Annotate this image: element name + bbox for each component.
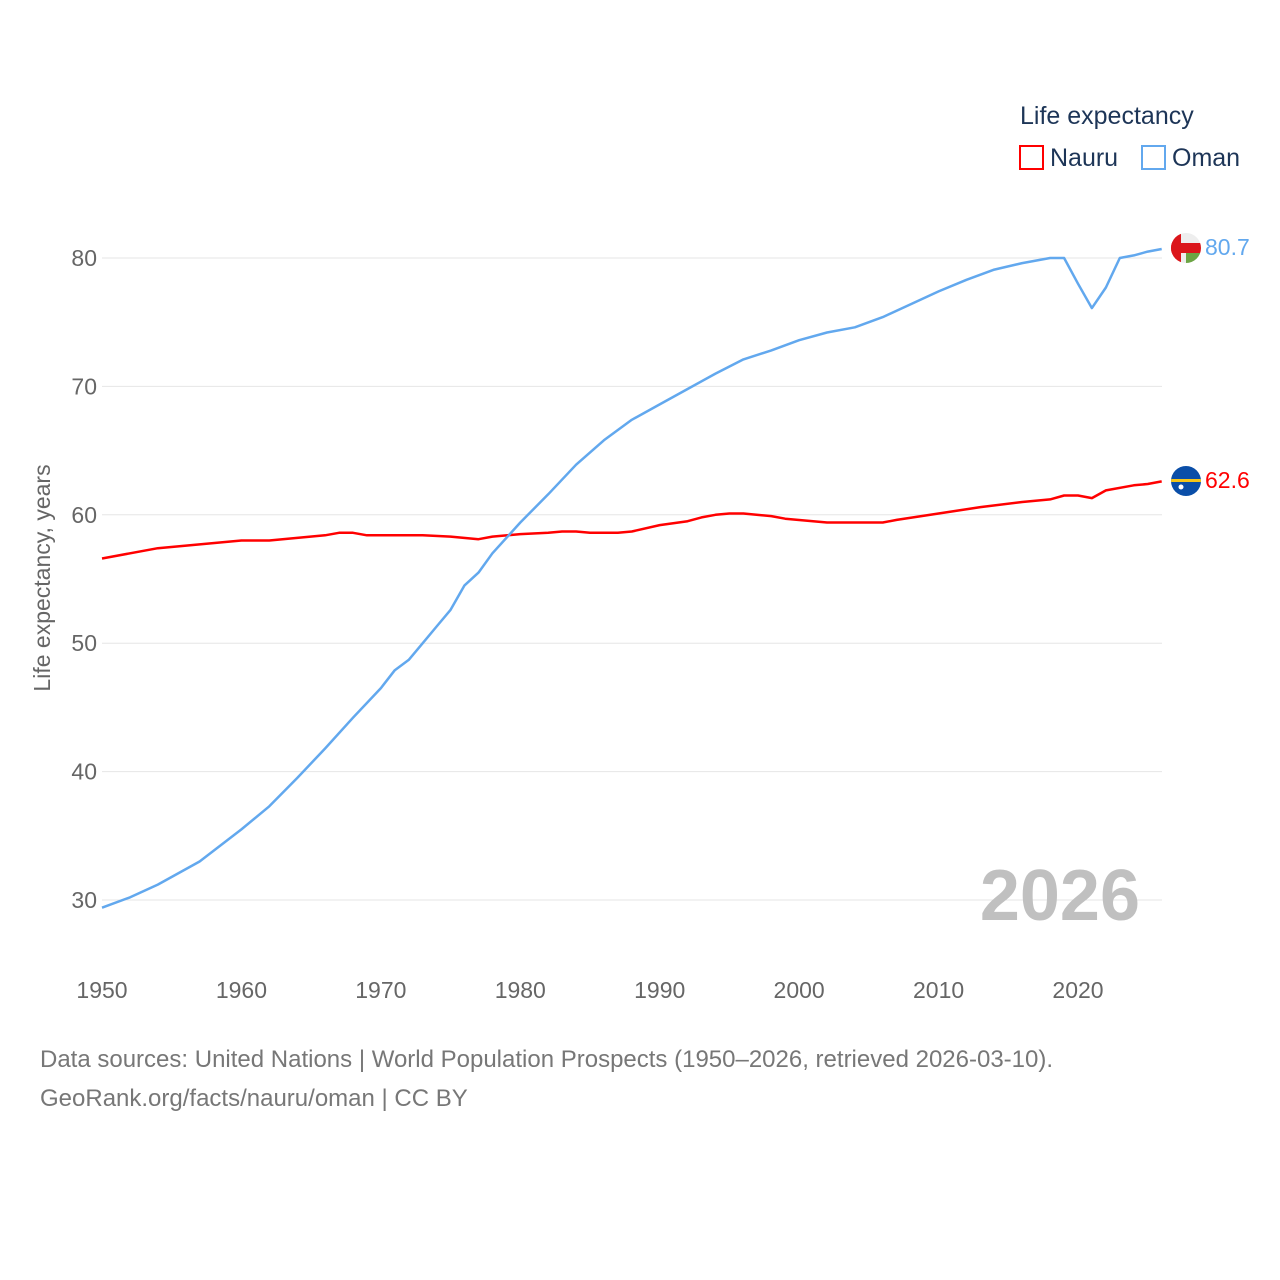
y-tick-label: 50 (71, 630, 97, 656)
x-tick-label: 1950 (76, 977, 127, 1003)
y-axis-label: Life expectancy, years (29, 464, 55, 691)
data-source-text: Data sources: United Nations | World Pop… (40, 1046, 1054, 1073)
x-tick-label: 1960 (216, 977, 267, 1003)
legend-item-nauru[interactable]: Nauru (1019, 144, 1118, 172)
legend-swatch-oman (1141, 145, 1166, 170)
y-tick-label: 40 (71, 759, 97, 785)
y-tick-label: 80 (71, 245, 97, 271)
nauru-end-value: 62.6 (1205, 467, 1250, 493)
y-tick-label: 60 (71, 502, 97, 528)
year-watermark: 2026 (980, 856, 1140, 936)
y-tick-label: 30 (71, 887, 97, 913)
x-tick-label: 2000 (774, 977, 825, 1003)
x-tick-label: 1980 (495, 977, 546, 1003)
x-tick-label: 2010 (913, 977, 964, 1003)
legend-label-nauru: Nauru (1050, 144, 1118, 172)
x-tick-label: 1970 (355, 977, 406, 1003)
x-tick-label: 1990 (634, 977, 685, 1003)
legend-title: Life expectancy (1020, 102, 1194, 130)
oman-end-value: 80.7 (1205, 234, 1250, 260)
legend-item-oman[interactable]: Oman (1141, 144, 1240, 172)
y-tick-label: 70 (71, 373, 97, 399)
legend-label-oman: Oman (1172, 144, 1240, 172)
legend-swatch-nauru (1019, 145, 1044, 170)
series-line-nauru (101, 480, 1162, 560)
oman-flag-icon (1171, 233, 1201, 263)
series-line-oman (101, 247, 1162, 909)
attribution-link[interactable]: GeoRank.org/facts/nauru/oman | CC BY (40, 1085, 468, 1112)
nauru-flag-icon (1171, 466, 1201, 496)
x-tick-label: 2020 (1052, 977, 1103, 1003)
